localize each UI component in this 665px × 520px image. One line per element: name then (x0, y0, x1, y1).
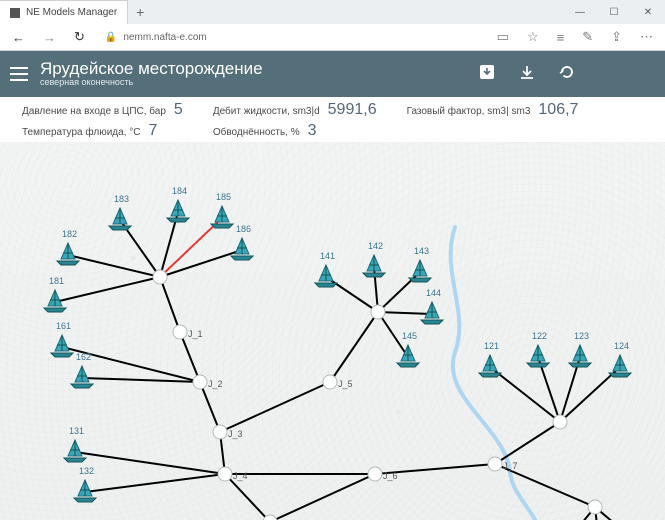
close-button[interactable]: ✕ (631, 0, 665, 24)
window-controls: — ☐ ✕ (563, 0, 665, 24)
url-text: nemm.nafta-e.com (123, 32, 206, 43)
edge[interactable] (495, 422, 560, 464)
edge[interactable] (490, 367, 560, 422)
junction-node[interactable] (193, 375, 207, 389)
edge[interactable] (75, 452, 225, 474)
edge[interactable] (180, 332, 200, 382)
download-icon[interactable] (519, 64, 535, 85)
well-node[interactable] (363, 255, 385, 277)
edge[interactable] (220, 382, 330, 432)
kpi-gor-value: 106,7 (538, 101, 578, 119)
kpi-strip: Давление на входе в ЦПС, бар 5 Температу… (0, 97, 665, 142)
well-node[interactable] (64, 440, 86, 462)
refresh-icon[interactable] (559, 64, 575, 85)
new-tab-button[interactable]: + (128, 4, 152, 20)
river (451, 227, 555, 520)
tab-strip: NE Models Manager + — ☐ ✕ (0, 0, 665, 24)
well-node[interactable] (71, 366, 93, 388)
junction-node[interactable] (153, 270, 167, 284)
edge[interactable] (160, 218, 222, 277)
edge[interactable] (160, 250, 242, 277)
well-node[interactable] (57, 243, 79, 265)
app-header: Ярудейское месторождение северная оконеч… (0, 51, 665, 97)
edge[interactable] (378, 312, 408, 357)
junction-node[interactable] (213, 425, 227, 439)
kpi-pressure-label: Давление на входе в ЦПС, бар (22, 106, 166, 117)
edge[interactable] (160, 277, 180, 332)
kpi-pressure-value: 5 (174, 101, 183, 119)
reload-button[interactable]: ↻ (70, 29, 89, 45)
edge[interactable] (85, 474, 225, 492)
save-icon[interactable] (479, 64, 495, 85)
edge[interactable] (375, 464, 495, 474)
url-field[interactable]: 🔒 nemm.nafta-e.com (99, 27, 483, 47)
share-icon[interactable]: ⇪ (607, 29, 626, 45)
edge[interactable] (55, 277, 160, 302)
header-actions (479, 64, 655, 85)
hub-icon[interactable]: ≡ (553, 30, 569, 45)
well-node[interactable] (51, 335, 73, 357)
forward-button[interactable]: → (39, 30, 60, 45)
kpi-watercut-value: 3 (308, 122, 317, 140)
edge[interactable] (330, 312, 378, 382)
kpi-watercut-label: Обводнённость, % (213, 127, 300, 138)
edge[interactable] (225, 474, 270, 520)
well-node[interactable] (479, 355, 501, 377)
well-node[interactable] (409, 260, 431, 282)
hamburger-icon (10, 67, 28, 81)
junction-node[interactable] (323, 375, 337, 389)
junction-node[interactable] (368, 467, 382, 481)
well-node[interactable] (315, 265, 337, 287)
lock-icon: 🔒 (105, 32, 117, 43)
well-node[interactable] (167, 200, 189, 222)
title-block: Ярудейское месторождение северная оконеч… (40, 60, 263, 87)
notes-icon[interactable]: ✎ (578, 29, 597, 45)
browser-chrome: NE Models Manager + — ☐ ✕ ← → ↻ 🔒 nemm.n… (0, 0, 665, 51)
back-button[interactable]: ← (8, 30, 29, 45)
menu-button[interactable] (10, 67, 28, 81)
kpi-temperature-value: 7 (148, 122, 157, 140)
reading-view-icon[interactable]: ▭ (493, 29, 513, 45)
edge[interactable] (200, 382, 220, 432)
page-title: Ярудейское месторождение (40, 60, 263, 78)
edge[interactable] (495, 464, 595, 507)
well-node[interactable] (527, 345, 549, 367)
junction-node[interactable] (553, 415, 567, 429)
well-node[interactable] (109, 208, 131, 230)
browser-tab[interactable]: NE Models Manager (0, 0, 128, 24)
favorite-icon[interactable]: ☆ (523, 29, 543, 45)
kpi-gor-label: Газовый фактор, sm3| sm3 (407, 106, 531, 117)
junction-node[interactable] (588, 500, 602, 514)
junction-node[interactable] (173, 325, 187, 339)
address-bar: ← → ↻ 🔒 nemm.nafta-e.com ▭ ☆ ≡ ✎ ⇪ ⋯ (0, 24, 665, 50)
network-canvas[interactable]: 181182183184185186J_1161162J_2J_3131132J… (0, 142, 665, 520)
maximize-button[interactable]: ☐ (597, 0, 631, 24)
kpi-liquid-value: 5991,6 (328, 101, 377, 119)
well-node[interactable] (211, 206, 233, 228)
edge[interactable] (82, 378, 200, 382)
junction-node[interactable] (218, 467, 232, 481)
kpi-liquid-label: Дебит жидкости, sm3|d (213, 106, 320, 117)
more-icon[interactable]: ⋯ (636, 29, 657, 45)
edge[interactable] (378, 312, 432, 314)
junction-node[interactable] (371, 305, 385, 319)
well-node[interactable] (231, 238, 253, 260)
well-node[interactable] (397, 345, 419, 367)
edge[interactable] (326, 277, 378, 312)
network-svg (0, 142, 665, 520)
tab-title: NE Models Manager (26, 7, 117, 18)
minimize-button[interactable]: — (563, 0, 597, 24)
well-node[interactable] (609, 355, 631, 377)
junction-node[interactable] (488, 457, 502, 471)
well-node[interactable] (569, 345, 591, 367)
kpi-temperature-label: Температура флюида, °C (22, 127, 140, 138)
edge[interactable] (270, 474, 375, 520)
page-subtitle: северная оконечность (40, 78, 263, 87)
tab-favicon (10, 8, 20, 18)
